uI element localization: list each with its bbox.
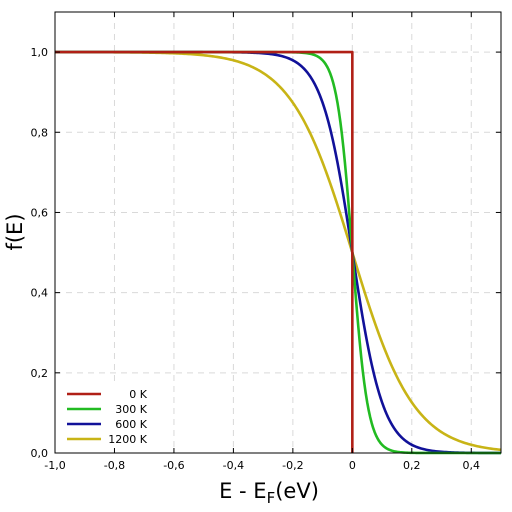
x-tick-label: 0,2 [403, 459, 421, 472]
x-tick-label: -1,0 [44, 459, 65, 472]
axis-ticks: -1,0 -0,8 -0,6 -0,4 -0,2 0 0,2 0,4 0,0 0,2 0,4 0,6 0… [31, 12, 501, 472]
x-tick-label: -0,6 [163, 459, 184, 472]
x-tick-label: 0 [349, 459, 356, 472]
series-line-0k [55, 50, 354, 453]
y-tick-label: 0,4 [31, 287, 49, 300]
y-tick-label: 0,2 [31, 367, 49, 380]
x-tick-label: -0,8 [104, 459, 125, 472]
legend-label-1200k: 1200 K [108, 433, 147, 446]
x-axis-label-subscript: F [267, 489, 276, 507]
legend-label-600k: 600 K [115, 418, 147, 431]
y-tick-label: 0,6 [31, 206, 49, 219]
y-tick-label: 1,0 [31, 46, 49, 59]
legend-label-0k: 0 K [129, 388, 147, 401]
x-tick-label: 0,4 [463, 459, 481, 472]
legend: 0 K 300 K 600 K 1200 K [62, 384, 162, 448]
x-axis-label: E - EF(eV) [219, 479, 319, 507]
x-tick-label: -0,2 [282, 459, 303, 472]
x-axis-label-suffix: (eV) [275, 479, 319, 503]
x-axis-label-main: E - E [219, 479, 266, 503]
y-tick-label: 0,0 [31, 447, 49, 460]
y-axis-label: f(E) [3, 213, 27, 250]
x-tick-label: -0,4 [223, 459, 244, 472]
y-tick-label: 0,8 [31, 126, 49, 139]
plot-frame [54, 11, 502, 454]
legend-label-300k: 300 K [115, 403, 147, 416]
